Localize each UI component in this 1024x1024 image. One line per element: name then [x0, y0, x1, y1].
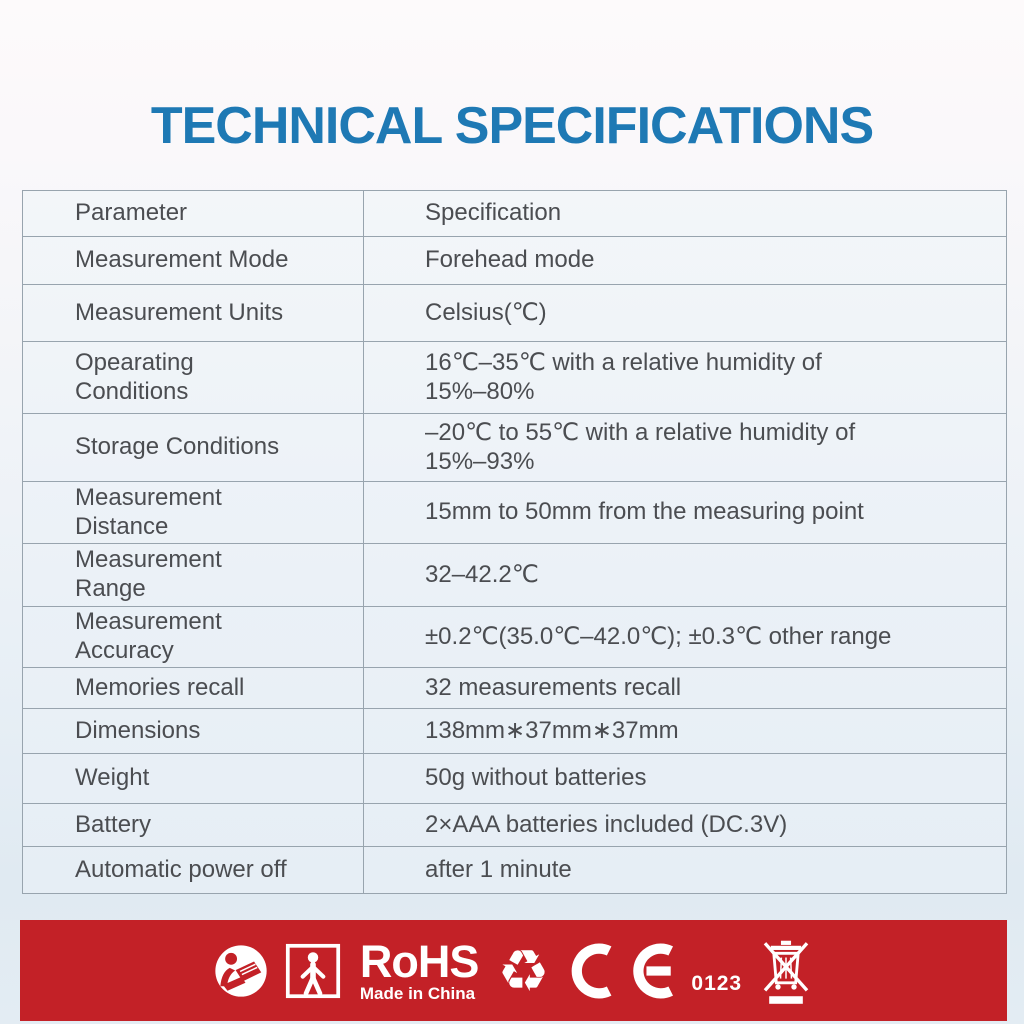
spec-cell: –20℃ to 55℃ with a relative humidity of …: [425, 418, 856, 475]
page-title: TECHNICAL SPECIFICATIONS: [150, 97, 874, 155]
param-cell: Measurement Mode: [23, 237, 364, 284]
read-manual-icon: [214, 944, 268, 998]
ce-notified-body-number: 0123: [691, 971, 743, 995]
param-cell: Opearating Conditions: [23, 342, 364, 413]
param-cell: Automatic power off: [23, 847, 364, 893]
certification-footer-bar: RoHS Made in China ♻ 0123: [20, 920, 1007, 1021]
param-cell: Measurement Accuracy: [23, 607, 364, 667]
table-row: Weight 50g without batteries: [23, 753, 1006, 803]
table-header-row: Parameter Specification: [23, 191, 1006, 236]
param-cell: Measurement Distance: [23, 482, 364, 543]
table-row: Memories recall 32 measurements recall: [23, 667, 1006, 708]
rohs-text: RoHS: [359, 936, 479, 987]
rohs-label: RoHS Made in China: [360, 939, 479, 1002]
spec-cell: 32 measurements recall: [425, 673, 682, 701]
spec-cell: 32–42.2℃: [425, 560, 539, 588]
type-bf-applied-part-icon: [285, 943, 341, 999]
table-row: Opearating Conditions 16℃–35℃ with a rel…: [23, 341, 1006, 413]
table-row: Battery 2×AAA batteries included (DC.3V): [23, 803, 1006, 846]
weee-bin-icon: [759, 934, 813, 1008]
table-row: Measurement Mode Forehead mode: [23, 236, 1006, 284]
param-cell: Dimensions: [23, 709, 364, 753]
recycle-icon: ♻: [497, 936, 550, 1005]
param-cell: Measurement Range: [23, 544, 364, 606]
made-in-china-label: Made in China: [359, 984, 476, 1003]
spec-cell: 2×AAA batteries included (DC.3V): [425, 810, 788, 838]
spec-cell: after 1 minute: [425, 855, 572, 883]
table-row: Measurement Range 32–42.2℃: [23, 543, 1006, 606]
table-row: Automatic power off after 1 minute: [23, 846, 1006, 893]
param-cell: Memories recall: [23, 668, 364, 708]
param-cell: Measurement Units: [23, 285, 364, 341]
param-cell: Storage Conditions: [23, 414, 364, 481]
spec-cell: Forehead mode: [425, 246, 595, 274]
table-row: Storage Conditions –20℃ to 55℃ with a re…: [23, 413, 1006, 481]
table-row: Measurement Accuracy ±0.2℃(35.0℃–42.0℃);…: [23, 606, 1006, 667]
spec-cell: 138mm∗37mm∗37mm: [425, 716, 679, 744]
spec-header-cell: Specification: [425, 199, 562, 227]
param-header-cell: Parameter: [23, 191, 364, 236]
spec-table: Parameter Specification Measurement Mode…: [22, 190, 1007, 894]
param-cell: Weight: [23, 754, 364, 803]
spec-cell: ±0.2℃(35.0℃–42.0℃); ±0.3℃ other range: [425, 622, 892, 650]
table-row: Measurement Distance 15mm to 50mm from t…: [23, 481, 1006, 543]
ce-mark-group: 0123: [566, 942, 743, 999]
spec-cell: 50g without batteries: [425, 764, 647, 792]
ce-mark-icon: [566, 942, 684, 999]
spec-cell: Celsius(℃): [425, 298, 547, 326]
param-cell: Battery: [23, 804, 364, 846]
table-row: Dimensions 138mm∗37mm∗37mm: [23, 708, 1006, 753]
spec-cell: 16℃–35℃ with a relative humidity of 15%–…: [425, 348, 822, 405]
table-row: Measurement Units Celsius(℃): [23, 284, 1006, 341]
spec-cell: 15mm to 50mm from the measuring point: [425, 498, 864, 526]
